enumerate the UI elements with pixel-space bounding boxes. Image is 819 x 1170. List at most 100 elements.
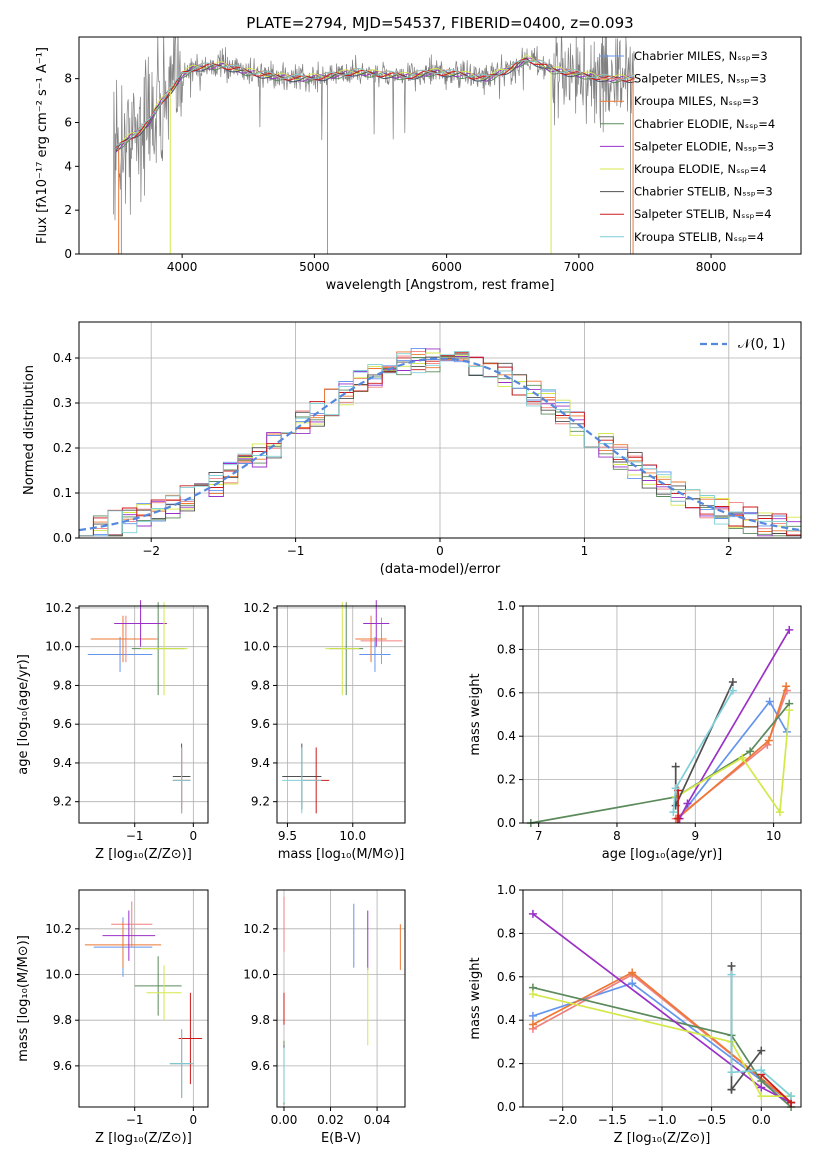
- weight_vs_z-marker-chabrier_stelib-1: [757, 1046, 766, 1055]
- age_vs_z-xtick-label-1: 0: [190, 829, 198, 843]
- weight_vs_age-ytick-label-1: 0.2: [497, 773, 516, 787]
- spectrum-legend-label-2: Kroupa MILES, Nₛₛₚ=3: [634, 94, 759, 108]
- weight_vs_z-ytick-label-3: 0.6: [497, 970, 516, 984]
- weight_vs_z-marker-kroupa_miles-1: [628, 968, 637, 977]
- mass_vs_ebv-ytick-label-0: 9.6: [251, 1059, 270, 1073]
- weight_vs_age-marker-chabrier_stelib-0: [671, 762, 680, 771]
- weight_vs_age-marker-kroupa_elodie-2: [775, 808, 784, 817]
- spectrum-model-kroupa_stelib: [115, 59, 635, 147]
- age_vs_mass-ytick-label-4: 10.0: [243, 640, 270, 654]
- weight_vs_age-marker-kroupa_elodie-1: [738, 753, 747, 762]
- weight_vs_z-frame: [522, 889, 802, 1108]
- mass_vs_ebv-ytick-label-2: 10.0: [243, 968, 270, 982]
- age_vs_z-axes: [75, 606, 208, 827]
- weight_vs_age-ytick-label-2: 0.4: [497, 729, 516, 743]
- mass_vs_z-xtick-label-1: 0: [190, 1113, 198, 1127]
- weight_vs_age-marker-salpeter_elodie-1: [683, 799, 692, 808]
- weight_vs_z-marker-kroupa_stelib-0: [727, 970, 736, 979]
- weight_vs_z-ytick-label-4: 0.8: [497, 926, 516, 940]
- weight_vs_age-line-kroupa_elodie: [675, 710, 791, 815]
- age_vs_mass-xtick-label-0: 9.5: [278, 829, 297, 843]
- weight_vs_age-marker-chabrier_miles-1: [765, 697, 774, 706]
- spectrum-model-chabrier_stelib: [115, 57, 635, 152]
- age_vs_z-ytick-label-5: 10.2: [45, 601, 72, 615]
- weight_vs_z-marker-salpeter_elodie-0: [528, 909, 537, 918]
- spectrum-legend-label-1: Salpeter MILES, Nₛₛₚ=3: [634, 72, 767, 86]
- spectrum-title: PLATE=2794, MJD=54537, FIBERID=0400, z=0…: [246, 14, 633, 32]
- weight_vs_age-ytick-label-5: 1.0: [497, 599, 516, 613]
- age_vs_mass-frame: [276, 605, 406, 824]
- weight_vs_age-marker-kroupa_stelib-2: [728, 686, 737, 695]
- weight_vs_z-marker-chabrier_stelib-2: [727, 1085, 736, 1094]
- weight_vs_age-xtick-label-2: 9: [691, 829, 699, 843]
- mass_vs_z-xlabel: Z [log₁₀(Z/Z⊙)]: [95, 1131, 192, 1146]
- hist-normal-curve: [78, 357, 802, 532]
- weight_vs_z-xlabel: Z [log₁₀(Z/Z⊙)]: [614, 1131, 711, 1146]
- spectrum-xtick-label-1: 5000: [299, 260, 330, 274]
- weight_vs_age-marker-kroupa_stelib-0: [669, 808, 678, 817]
- residuals-xtick-label-3: 1: [581, 544, 589, 558]
- mass_vs_z-xtick-label-0: −1: [126, 1113, 144, 1127]
- age_vs_z-ytick-label-4: 10.0: [45, 640, 72, 654]
- mass_vs_ebv-xtick-label-0: 0.00: [271, 1113, 298, 1127]
- residuals-ytick-label-0: 0.0: [53, 531, 72, 545]
- mass_vs_z-ytick-label-0: 9.6: [53, 1059, 72, 1073]
- mass_vs_ebv-ytick-label-3: 10.2: [243, 922, 270, 936]
- age_vs_z-frame: [78, 605, 209, 824]
- age_vs_mass-xlabel: mass [log₁₀(M/M⊙)]: [278, 847, 405, 862]
- weight_vs_z-marker-chabrier_stelib-3: [727, 961, 736, 970]
- mass_vs_ebv-axes: [273, 890, 405, 1111]
- spectrum-axes: [75, 78, 712, 258]
- age_vs_mass-axes: [273, 606, 405, 827]
- weight_vs_age-marker-chabrier_elodie-2: [746, 747, 755, 756]
- weight_vs_z-marker-kroupa_elodie-2: [757, 1092, 766, 1101]
- weight_vs_z-marker-kroupa_miles-0: [528, 1020, 537, 1029]
- spectrum-ytick-label-3: 6: [64, 115, 72, 129]
- age_vs_mass-ytick-label-1: 9.4: [251, 756, 270, 770]
- weight_vs_z-ytick-label-0: 0.0: [497, 1100, 516, 1114]
- age_vs_z-ylabel: age [log₁₀(age/yr)]: [16, 654, 31, 775]
- weight_vs_z-ylabel: mass weight: [468, 957, 483, 1039]
- weight_vs_z-marker-chabrier_miles-1: [628, 979, 637, 988]
- spectrum-xtick-label-2: 6000: [431, 260, 462, 274]
- residuals-ytick-label-4: 0.4: [53, 351, 72, 365]
- spectrum-observed: [113, 37, 635, 221]
- spectrum-ytick-label-1: 2: [64, 203, 72, 217]
- weight_vs_age-frame: [522, 605, 802, 824]
- spectrum-xtick-label-3: 7000: [564, 260, 595, 274]
- age_vs_mass-ytick-label-5: 10.2: [243, 601, 270, 615]
- spectrum-legend-label-4: Salpeter ELODIE, Nₛₛₚ=3: [634, 139, 774, 153]
- mass_vs_ebv-xlabel: E(B-V): [321, 1131, 361, 1146]
- weight_vs_age-marker-salpeter_stelib-0: [674, 814, 683, 823]
- age_vs_z-ytick-label-3: 9.8: [53, 678, 72, 692]
- mass_vs_z-ytick-label-2: 10.0: [45, 968, 72, 982]
- age_vs_z-ytick-label-0: 9.2: [53, 795, 72, 809]
- spectrum-ylabel: Flux [fλ10⁻¹⁷ erg cm⁻² s⁻¹ A⁻¹]: [35, 47, 50, 244]
- weight_vs_z-ytick-label-2: 0.4: [497, 1013, 516, 1027]
- mass_vs_z-ytick-label-1: 9.8: [53, 1013, 72, 1027]
- weight_vs_age-marker-kroupa_elodie-3: [785, 706, 794, 715]
- hist-kroupa_stelib: [79, 350, 801, 538]
- weight_vs_age-marker-kroupa_miles-1: [764, 736, 773, 745]
- spectrum-model-salpeter_elodie: [115, 57, 635, 153]
- mass_vs_ebv-frame: [276, 889, 406, 1108]
- weight_vs_age-marker-chabrier_stelib-2: [728, 677, 737, 686]
- spectrum-legend-label-3: Chabrier ELODIE, Nₛₛₚ=4: [634, 117, 775, 131]
- age_vs_mass-ytick-label-2: 9.6: [251, 717, 270, 731]
- age_vs_z-ytick-label-2: 9.6: [53, 717, 72, 731]
- weight_vs_age-marker-kroupa_miles-2: [782, 682, 791, 691]
- mass_vs_z-axes: [75, 890, 208, 1111]
- weight_vs_z-line-salpeter_stelib: [760, 1073, 792, 1104]
- mass_vs_z-frame: [78, 889, 209, 1108]
- weight_vs_z-marker-salpeter_elodie-1: [757, 1083, 766, 1092]
- mass_vs_z-ylabel: mass [log₁₀(M/M⊙)]: [16, 935, 31, 1062]
- weight_vs_age-ylabel: mass weight: [468, 673, 483, 755]
- hist-frame: [78, 321, 802, 539]
- weight_vs_z-line-chabrier_elodie: [532, 986, 792, 1108]
- weight_vs_age-xtick-label-1: 8: [613, 829, 621, 843]
- residuals-ytick-label-1: 0.1: [53, 486, 72, 500]
- weight_vs_z-marker-kroupa_elodie-0: [528, 990, 537, 999]
- age_vs_z-ytick-label-1: 9.4: [53, 756, 72, 770]
- weight_vs_z-xtick-label-1: −1.5: [598, 1113, 627, 1127]
